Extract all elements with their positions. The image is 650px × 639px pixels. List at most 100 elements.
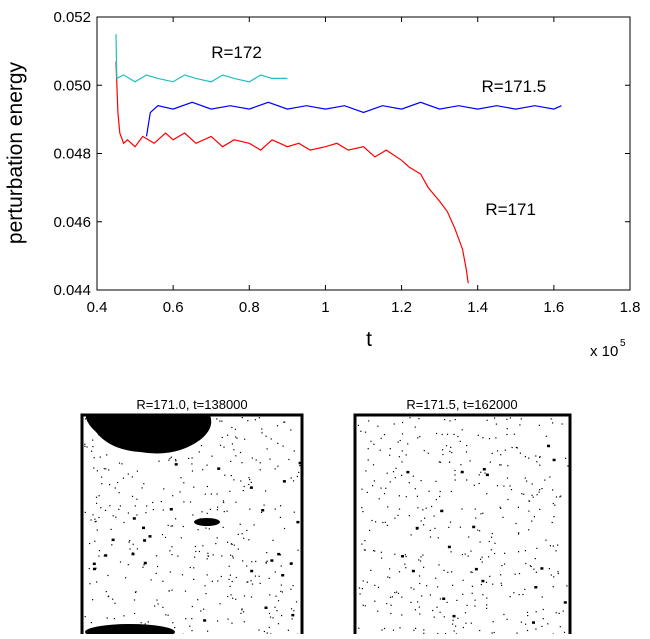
speck — [93, 563, 96, 566]
speck — [204, 522, 205, 523]
speck — [119, 463, 120, 464]
speck — [480, 559, 481, 560]
speck — [261, 428, 262, 429]
speck — [106, 424, 107, 425]
speck — [222, 437, 223, 438]
speck — [451, 551, 452, 552]
speck — [211, 493, 212, 494]
speck — [421, 480, 422, 481]
speck — [494, 543, 495, 544]
speck — [514, 434, 515, 435]
speck — [283, 446, 284, 447]
speck — [393, 630, 394, 631]
speck — [489, 438, 490, 439]
speck — [120, 505, 121, 506]
speck — [559, 613, 560, 614]
x-axis-label: t — [366, 328, 372, 351]
speck — [531, 566, 532, 567]
speck — [165, 614, 166, 615]
speck — [183, 526, 184, 527]
speck — [223, 527, 224, 528]
speck — [539, 425, 540, 426]
speck — [195, 546, 196, 547]
speck — [449, 462, 450, 463]
speck — [219, 421, 220, 422]
speck — [217, 509, 218, 510]
speck — [553, 586, 554, 587]
speck — [235, 436, 236, 437]
speck — [500, 574, 501, 575]
speck — [528, 529, 529, 530]
speck — [165, 424, 166, 425]
speck — [254, 524, 255, 525]
panel-title: R=171.0, t=138000 — [136, 397, 247, 412]
speck — [552, 522, 553, 523]
speck — [362, 588, 363, 589]
speck — [434, 617, 435, 618]
speck — [231, 543, 232, 544]
speck — [504, 564, 505, 565]
speck — [501, 583, 502, 584]
speck — [386, 603, 387, 604]
speck — [419, 436, 420, 437]
speck — [267, 448, 268, 449]
speck — [207, 558, 208, 559]
speck — [370, 441, 371, 442]
speck — [406, 556, 407, 557]
speck — [270, 559, 273, 562]
speck — [451, 452, 452, 453]
speck — [564, 601, 567, 604]
speck — [162, 534, 163, 535]
speck — [136, 499, 137, 500]
speck — [463, 580, 464, 581]
speck — [483, 468, 486, 471]
speck — [203, 619, 206, 622]
speck — [463, 627, 464, 628]
speck — [527, 612, 528, 613]
speck — [228, 619, 229, 620]
speck — [255, 419, 256, 420]
speck — [379, 498, 380, 499]
speck — [192, 457, 193, 458]
speck — [102, 419, 103, 420]
speck — [381, 488, 382, 489]
speck — [488, 556, 489, 557]
speck — [395, 477, 396, 478]
speck — [261, 509, 264, 512]
speck — [278, 600, 279, 601]
speck — [156, 600, 157, 601]
speck — [142, 487, 143, 488]
speck — [460, 464, 461, 465]
speck — [192, 424, 193, 425]
speck — [128, 419, 129, 420]
speck — [507, 619, 508, 620]
speck — [381, 629, 382, 630]
speck — [442, 454, 443, 455]
x-tick-label: 1.6 — [543, 299, 564, 316]
speck — [231, 475, 232, 476]
speck — [401, 555, 404, 558]
speck — [142, 567, 143, 568]
speck — [494, 632, 495, 633]
x-tick-label: 1 — [321, 299, 329, 316]
speck — [199, 551, 200, 552]
speck — [549, 568, 550, 569]
speck — [99, 495, 100, 496]
speck — [205, 528, 206, 529]
speck — [231, 594, 232, 595]
speck — [365, 470, 366, 471]
speck — [212, 581, 213, 582]
speck — [455, 479, 456, 480]
speck — [374, 601, 375, 602]
speck — [172, 525, 173, 526]
speck — [501, 565, 502, 566]
speck — [119, 492, 120, 493]
speck — [229, 579, 230, 580]
speck — [426, 508, 427, 509]
speck — [207, 486, 208, 487]
speck — [235, 502, 236, 503]
speck — [359, 587, 360, 588]
speck — [142, 527, 145, 530]
speck — [244, 439, 245, 440]
speck — [283, 480, 286, 483]
